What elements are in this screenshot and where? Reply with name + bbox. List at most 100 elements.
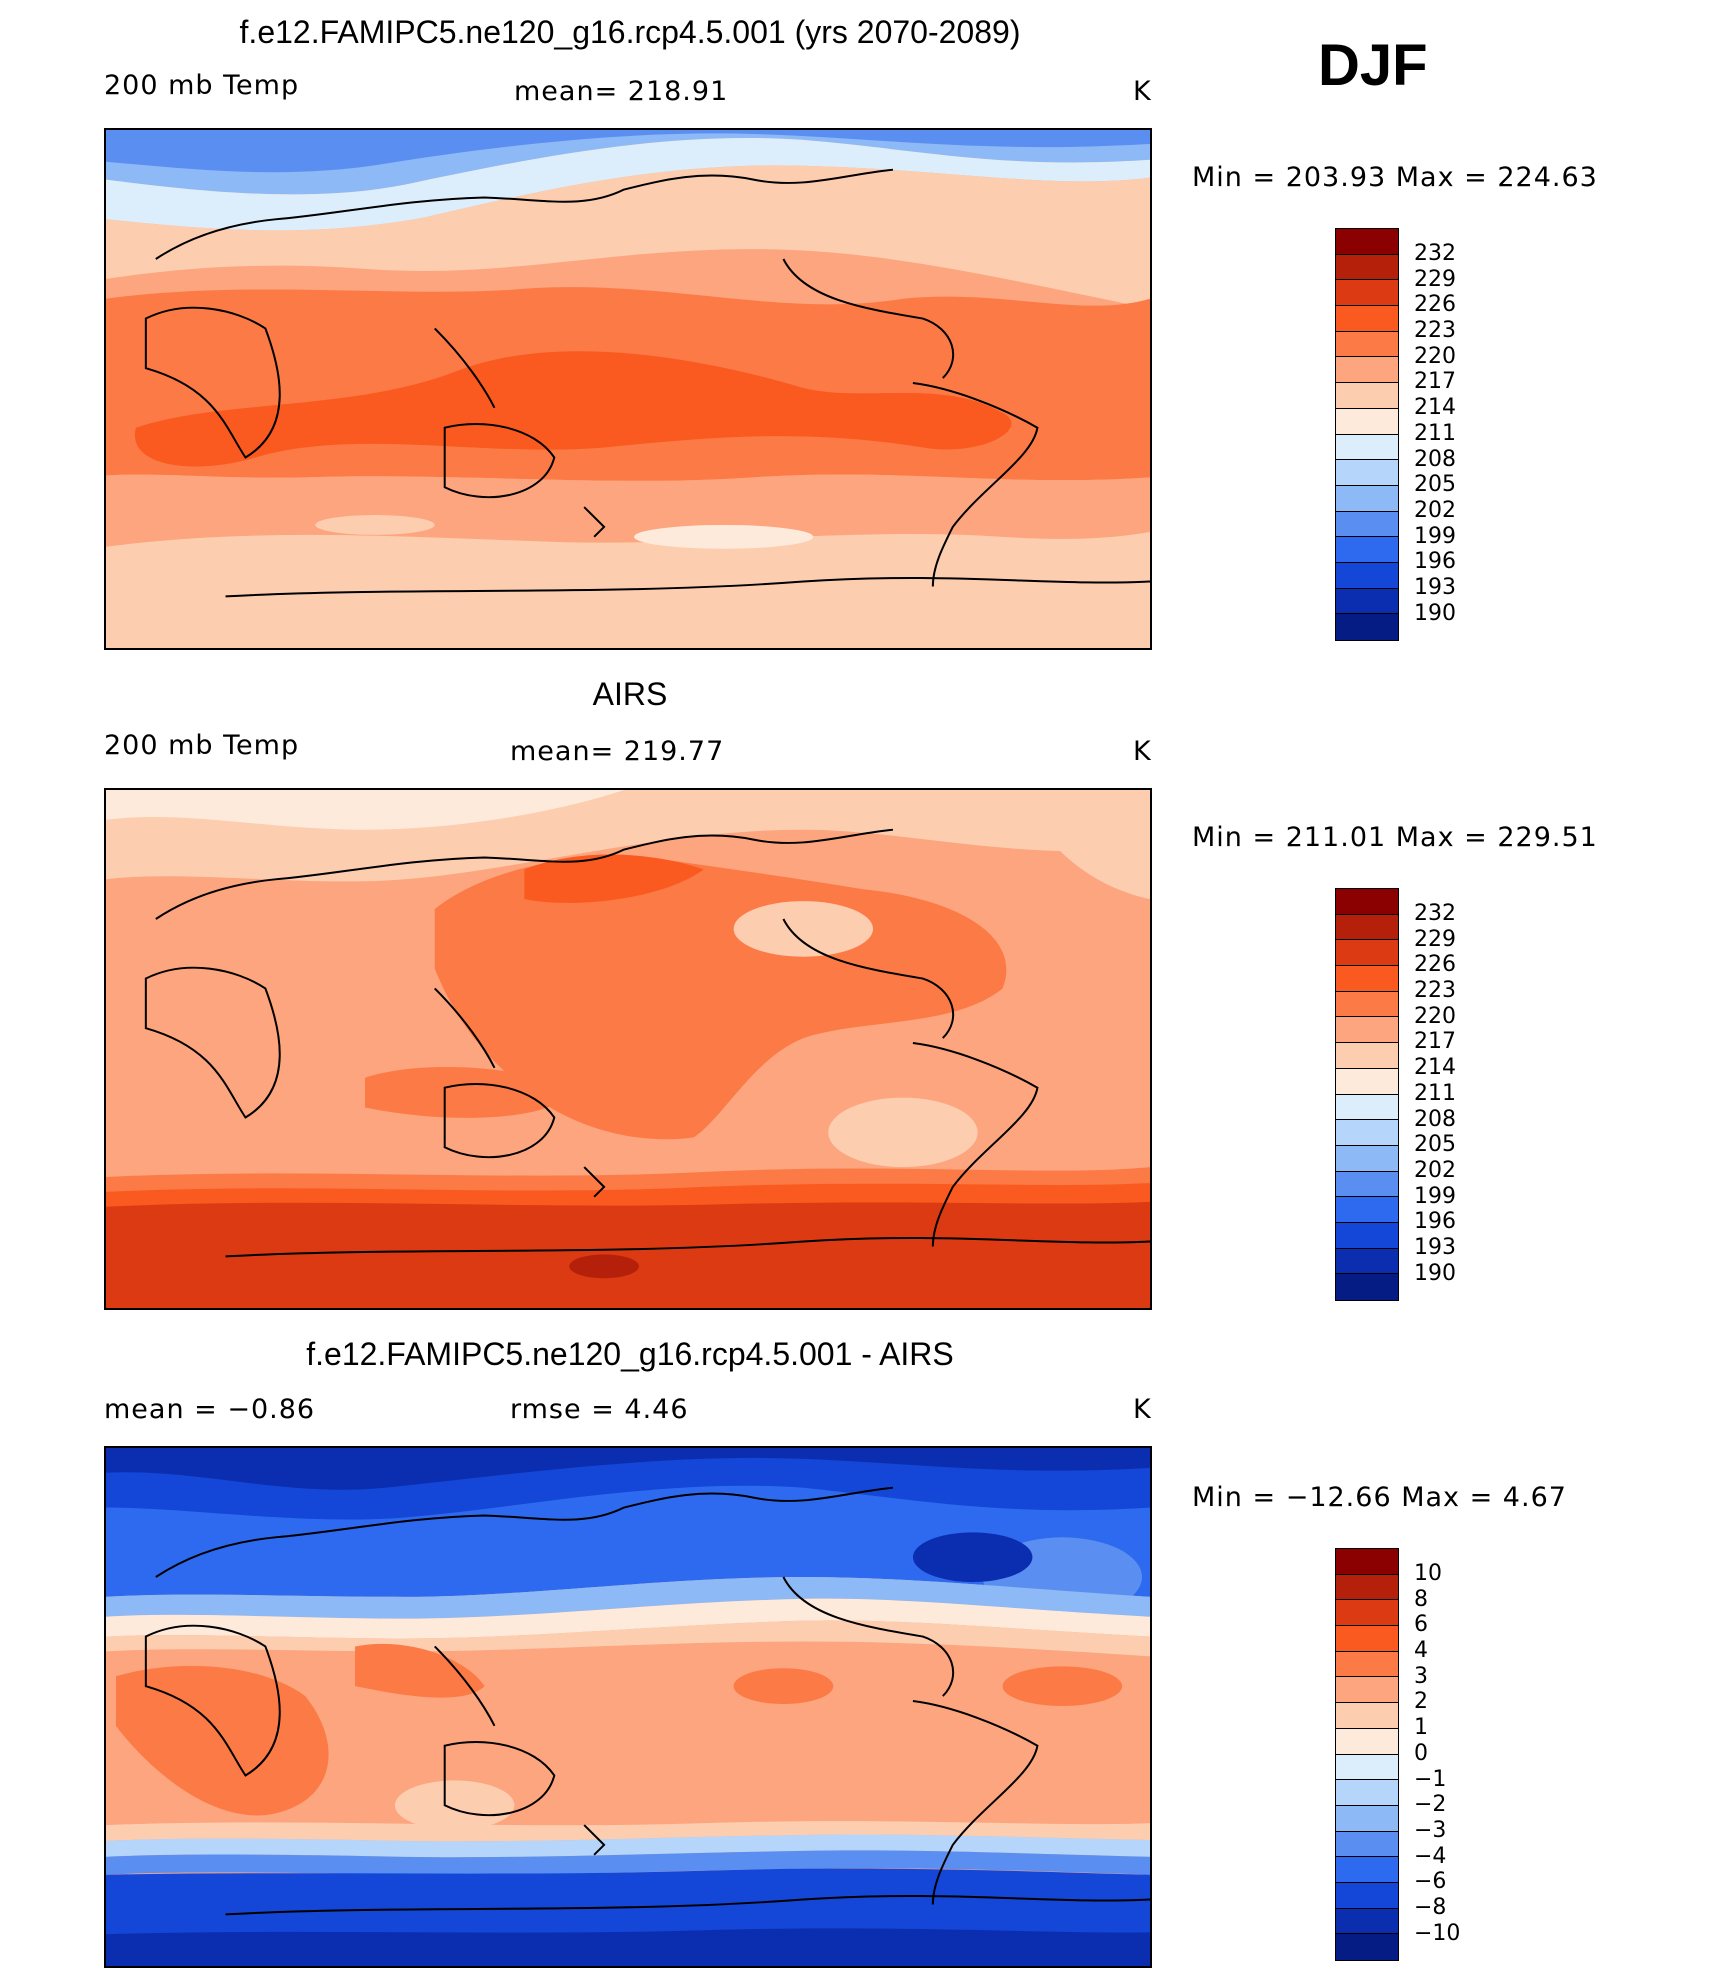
- colorbar-swatch: [1336, 1651, 1398, 1678]
- colorbar-tick-label: 193: [1414, 574, 1456, 600]
- colorbar-tick-label: 196: [1414, 549, 1456, 575]
- colorbar-tick-label: 2: [1414, 1689, 1428, 1715]
- colorbar-tick-label: 6: [1414, 1612, 1428, 1638]
- panel3-minmax-label: Min = −12.66 Max = 4.67: [1192, 1482, 1567, 1513]
- colorbar-swatch: [1336, 1677, 1398, 1704]
- colorbar-tick-label: −4: [1414, 1843, 1447, 1869]
- colorbar-tick-label: 1: [1414, 1715, 1428, 1741]
- colorbar-tick-label: 193: [1414, 1234, 1456, 1260]
- colorbar-swatch: [1336, 1600, 1398, 1627]
- colorbar-swatch: [1336, 229, 1398, 255]
- colorbar-tick-label: 196: [1414, 1209, 1456, 1235]
- colorbar-swatch: [1336, 940, 1398, 967]
- panel3-colorbar: [1335, 1548, 1399, 1961]
- colorbar-swatch: [1336, 408, 1398, 435]
- colorbar-swatch: [1336, 1754, 1398, 1781]
- colorbar-swatch: [1336, 1549, 1398, 1575]
- colorbar-tick-label: 202: [1414, 1157, 1456, 1183]
- panel1-units-label: K: [1133, 76, 1152, 107]
- panel2-colorbar-ticks: 232 229 226 223 220 217 214 211 208 205 …: [1414, 901, 1456, 1286]
- colorbar-swatch: [1336, 1120, 1398, 1146]
- colorbar-tick-label: 4: [1414, 1638, 1428, 1664]
- colorbar-tick-label: 232: [1414, 241, 1456, 266]
- colorbar-tick-label: 208: [1414, 1106, 1456, 1132]
- colorbar-swatch: [1336, 966, 1398, 992]
- panel1-variable-label: 200 mb Temp: [104, 70, 300, 101]
- colorbar-tick-label: 214: [1414, 1055, 1456, 1081]
- colorbar-tick-label: −3: [1414, 1817, 1447, 1843]
- colorbar-tick-label: −1: [1414, 1766, 1447, 1792]
- colorbar-tick-label: 217: [1414, 1029, 1456, 1055]
- colorbar-tick-label: 205: [1414, 1132, 1456, 1158]
- colorbar-tick-label: 226: [1414, 292, 1456, 318]
- colorbar-swatch: [1336, 1017, 1398, 1044]
- model-temperature-map: [106, 130, 1150, 648]
- panel3-map: [104, 1446, 1152, 1968]
- panel1-map: [104, 128, 1152, 650]
- colorbar-tick-label: −6: [1414, 1869, 1447, 1895]
- colorbar-swatch: [1336, 537, 1398, 563]
- colorbar-swatch: [1336, 485, 1398, 512]
- colorbar-tick-label: 10: [1414, 1561, 1442, 1586]
- colorbar-swatch: [1336, 1934, 1398, 1960]
- colorbar-tick-label: 214: [1414, 395, 1456, 421]
- colorbar-tick-label: −10: [1414, 1920, 1461, 1946]
- colorbar-swatch: [1336, 1574, 1398, 1601]
- colorbar-swatch: [1336, 1703, 1398, 1729]
- colorbar-swatch: [1336, 1805, 1398, 1832]
- colorbar-swatch: [1336, 280, 1398, 307]
- difference-map: [106, 1448, 1150, 1966]
- colorbar-swatch: [1336, 588, 1398, 615]
- season-label: DJF: [1318, 33, 1428, 98]
- panel3-colorbar-ticks: 10 8 6 4 3 2 1 0 −1 −2 −3 −4 −6 −8 −10: [1414, 1561, 1460, 1946]
- colorbar-swatch: [1336, 357, 1398, 384]
- colorbar-swatch: [1336, 1068, 1398, 1095]
- colorbar-tick-label: 208: [1414, 446, 1456, 472]
- colorbar-tick-label: 0: [1414, 1740, 1428, 1766]
- colorbar-swatch: [1336, 1908, 1398, 1935]
- panel3-rmse-label: rmse = 4.46: [510, 1394, 689, 1425]
- colorbar-swatch: [1336, 1274, 1398, 1300]
- colorbar-swatch: [1336, 889, 1398, 915]
- airs-temperature-map: [106, 790, 1150, 1308]
- panel2-mean-label: mean= 219.77: [510, 736, 725, 767]
- colorbar-tick-label: 223: [1414, 318, 1456, 344]
- colorbar-swatch: [1336, 1043, 1398, 1069]
- colorbar-swatch: [1336, 1248, 1398, 1275]
- colorbar-tick-label: 232: [1414, 901, 1456, 926]
- panel1-colorbar-ticks: 232 229 226 223 220 217 214 211 208 205 …: [1414, 241, 1456, 626]
- colorbar-tick-label: 199: [1414, 1183, 1456, 1209]
- panel2-minmax-label: Min = 211.01 Max = 229.51: [1192, 822, 1598, 853]
- colorbar-tick-label: 217: [1414, 369, 1456, 395]
- colorbar-swatch: [1336, 1171, 1398, 1198]
- panel1-title: f.e12.FAMIPC5.ne120_g16.rcp4.5.001 (yrs …: [239, 14, 1021, 50]
- colorbar-swatch: [1336, 434, 1398, 461]
- panel1-minmax-label: Min = 203.93 Max = 224.63: [1192, 162, 1598, 193]
- panel3-mean-label: mean = −0.86: [104, 1394, 316, 1425]
- colorbar-swatch: [1336, 1145, 1398, 1172]
- panel2-map: [104, 788, 1152, 1310]
- colorbar-swatch: [1336, 991, 1398, 1018]
- colorbar-tick-label: −2: [1414, 1792, 1447, 1818]
- panel1-mean-label: mean= 218.91: [514, 76, 729, 107]
- colorbar-swatch: [1336, 562, 1398, 589]
- colorbar-swatch: [1336, 1780, 1398, 1806]
- colorbar-swatch: [1336, 254, 1398, 281]
- colorbar-tick-label: 8: [1414, 1586, 1428, 1612]
- colorbar-swatch: [1336, 1882, 1398, 1909]
- colorbar-swatch: [1336, 460, 1398, 486]
- colorbar-swatch: [1336, 1831, 1398, 1858]
- colorbar-swatch: [1336, 331, 1398, 358]
- colorbar-tick-label: 199: [1414, 523, 1456, 549]
- panel2-colorbar: [1335, 888, 1399, 1301]
- colorbar-tick-label: 220: [1414, 343, 1456, 369]
- panel3-units-label: K: [1133, 1394, 1152, 1425]
- colorbar-swatch: [1336, 1197, 1398, 1223]
- colorbar-swatch: [1336, 614, 1398, 640]
- colorbar-swatch: [1336, 914, 1398, 941]
- colorbar-tick-label: 223: [1414, 978, 1456, 1004]
- panel2-title: AIRS: [592, 676, 668, 712]
- colorbar-swatch: [1336, 1728, 1398, 1755]
- colorbar-tick-label: 229: [1414, 266, 1456, 292]
- colorbar-swatch: [1336, 511, 1398, 538]
